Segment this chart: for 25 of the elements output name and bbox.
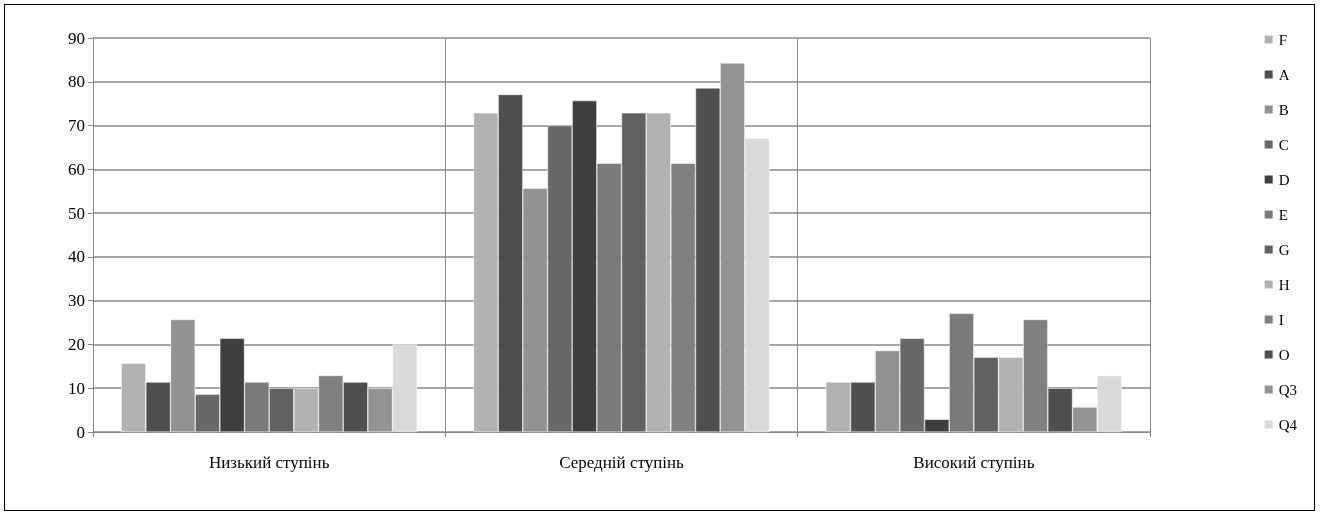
y-tick-label: 60 bbox=[68, 159, 85, 179]
legend-label: H bbox=[1278, 276, 1290, 293]
y-tick-label: 40 bbox=[68, 247, 85, 267]
x-tick-label: Низький ступінь bbox=[208, 453, 330, 472]
y-tick-label: 10 bbox=[68, 378, 85, 398]
y-tick-label: 30 bbox=[68, 291, 85, 311]
x-tick-label: Середній ступінь bbox=[559, 453, 685, 472]
y-tick-label: 50 bbox=[68, 203, 85, 223]
legend-label: Q4 bbox=[1278, 416, 1298, 433]
legend-label: E bbox=[1278, 206, 1288, 223]
legend-label: O bbox=[1278, 346, 1290, 363]
y-tick-label: 70 bbox=[68, 116, 85, 136]
legend-label: F bbox=[1278, 31, 1288, 48]
legend-label: G bbox=[1278, 241, 1290, 258]
legend-label: D bbox=[1278, 171, 1290, 188]
legend-label: I bbox=[1278, 311, 1284, 328]
legend-label: C bbox=[1278, 136, 1289, 153]
y-tick-label: 20 bbox=[68, 334, 85, 354]
y-tick-label: 90 bbox=[68, 28, 85, 48]
x-tick-label: Високий ступінь bbox=[913, 453, 1035, 472]
y-tick-label: 0 bbox=[76, 422, 85, 442]
legend-label: A bbox=[1278, 66, 1290, 83]
legend-label: Q3 bbox=[1278, 381, 1298, 398]
legend-label: B bbox=[1278, 101, 1289, 118]
y-tick-label: 80 bbox=[68, 72, 85, 92]
